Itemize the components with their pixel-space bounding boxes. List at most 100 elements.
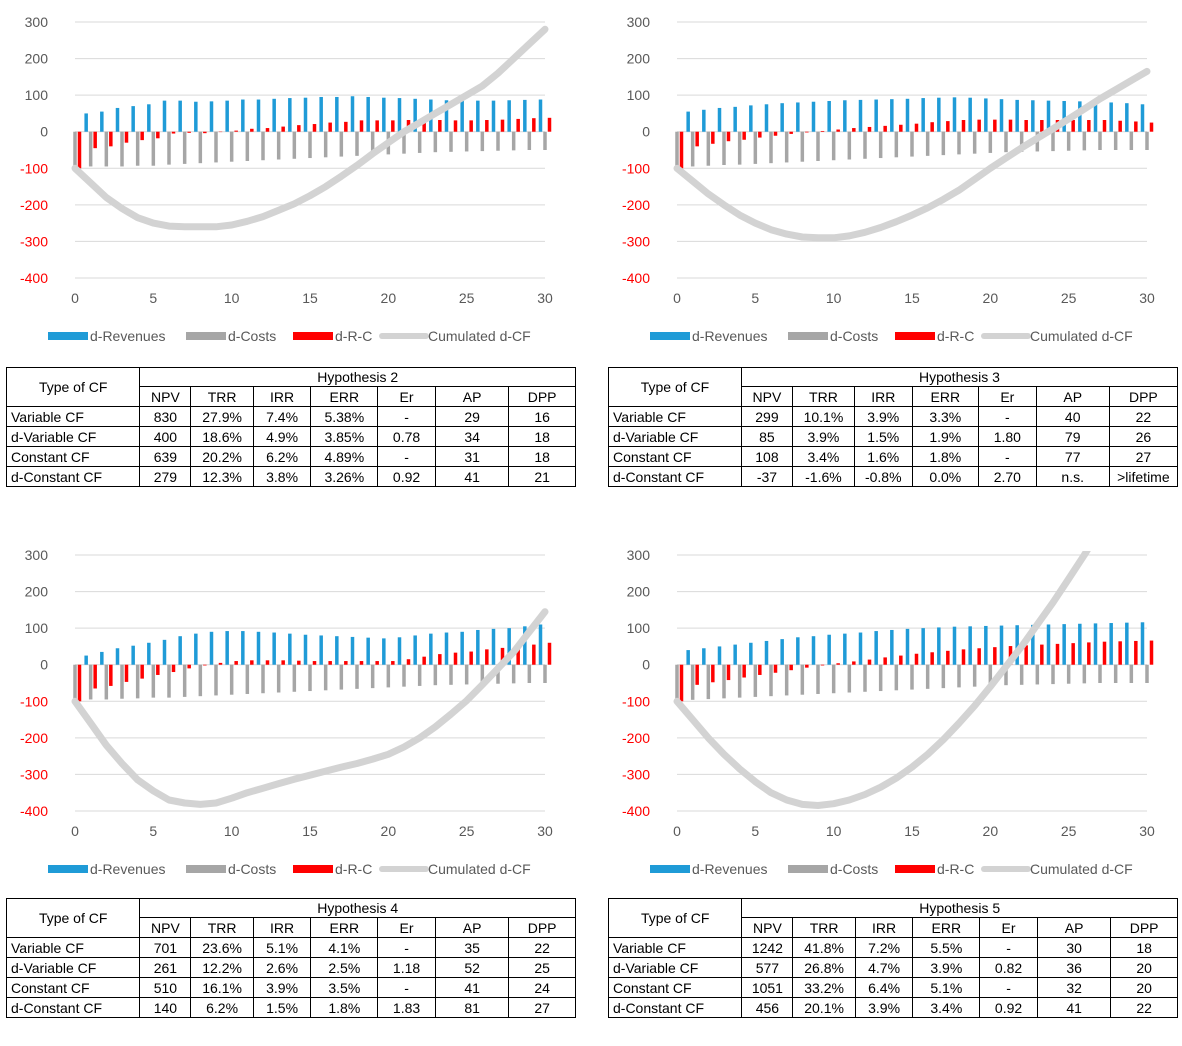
cost-bar (229, 664, 234, 695)
cost-bar (1019, 131, 1024, 152)
cost-bar (878, 131, 883, 159)
table-cell: 2.6% (252, 957, 312, 978)
cost-bar (1129, 131, 1134, 150)
column-header: IRR (854, 917, 914, 938)
legend-label: d-Costs (830, 861, 878, 877)
cost-bar (417, 131, 422, 153)
cost-bar (1113, 131, 1118, 150)
table-cell: 81 (434, 997, 510, 1018)
y-tick-label: -400 (622, 803, 650, 819)
rc-bar (836, 129, 840, 132)
rc-bar (156, 664, 160, 675)
table-cell: -1.6% (791, 466, 855, 487)
revenue-bar (1140, 622, 1145, 665)
table-cell: 0.82 (979, 957, 1038, 978)
table-row: d-Constant CF 140 6.2% 1.5% 1.8% 1.83 81 27 (5, 997, 576, 1018)
table-cell: 12.3% (190, 466, 254, 487)
revenue-bar (303, 97, 308, 132)
table-cell: - (377, 446, 436, 467)
rc-bar (422, 656, 426, 665)
rc-bar (469, 120, 473, 132)
rc-bar (1055, 643, 1060, 665)
y-tick-label: -300 (622, 233, 650, 249)
table-cell: 7.2% (854, 937, 914, 958)
cost-bar (1035, 664, 1040, 685)
table-cell: 1.9% (911, 426, 980, 447)
cost-bar (120, 131, 124, 167)
table-cell: 20.2% (190, 446, 254, 467)
table-cell: 34 (434, 426, 510, 447)
rc-bar (187, 131, 191, 133)
legend: d-Revenues d-Costs d-R-C Cumulated d-CF (650, 328, 1133, 344)
table-cell: - (978, 446, 1037, 467)
y-tick-label: 100 (627, 87, 651, 103)
revenue-bar (1031, 624, 1035, 665)
rc-bar (109, 664, 113, 686)
row-label: Constant CF (5, 977, 141, 998)
column-header: AP (434, 917, 510, 938)
cost-bar (261, 131, 265, 161)
table-cell: 1.8% (911, 446, 980, 467)
rc-bar (1040, 644, 1044, 665)
table-cell: 85 (740, 426, 793, 447)
revenue-bar (178, 100, 182, 132)
rc-bar (250, 128, 254, 132)
rc-bar (281, 126, 285, 132)
revenue-bar (749, 642, 753, 665)
column-header: ERR (310, 917, 379, 938)
cost-bar (417, 664, 422, 686)
cost-bar (847, 131, 852, 160)
rc-bar (485, 649, 489, 665)
rc-bar (883, 125, 887, 132)
revenue-bar (1062, 100, 1066, 132)
column-header: AP (1035, 386, 1110, 407)
x-tick-label: 0 (673, 290, 681, 306)
column-header: NPV (139, 386, 192, 407)
rc-bar (516, 646, 520, 665)
rc-bar (453, 652, 458, 665)
revenue-bar (523, 626, 527, 665)
table-cell: 27 (1108, 446, 1179, 467)
table-cell: - (377, 406, 436, 427)
table-cell: 22 (1108, 406, 1179, 427)
rc-bar (171, 131, 176, 134)
revenue-bar (858, 99, 863, 132)
y-tick-label: 100 (627, 620, 651, 636)
y-tick-label: 200 (25, 584, 49, 600)
y-tick-label: 0 (40, 657, 48, 673)
revenue-bar (843, 100, 847, 132)
table-cell: 16.1% (190, 977, 254, 998)
rc-bar (1071, 643, 1075, 665)
table-cell: 41 (434, 466, 510, 487)
row-label: Constant CF (607, 977, 743, 998)
column-header: ERR (310, 386, 379, 407)
rc-bar (852, 128, 856, 132)
table-cell: - (978, 406, 1037, 427)
rc-bar (422, 120, 426, 132)
cost-bar (543, 131, 547, 150)
revenue-bar (1046, 624, 1051, 665)
rc-bar (297, 125, 301, 132)
cumulated-line (71, 25, 549, 231)
column-header: DPP (1110, 917, 1178, 938)
rc-bar (1102, 641, 1107, 665)
legend-label: d-Costs (830, 328, 878, 344)
revenue-bar (538, 624, 543, 665)
x-tick-label: 20 (983, 290, 999, 306)
hypothesis-header: Hypothesis 4 (139, 898, 576, 918)
revenue-bar (717, 646, 722, 665)
legend-revenues: d-Revenues (650, 328, 768, 344)
table-cell: 3.85% (310, 426, 379, 447)
y-tick-label: 200 (627, 51, 651, 67)
revenue-bar (162, 639, 167, 665)
legend-cumulated: Cumulated d-CF (981, 328, 1133, 344)
x-tick-label: 15 (904, 823, 920, 839)
rc-bar (359, 120, 364, 132)
revenue-bar (147, 104, 151, 132)
table-row: Constant CF 108 3.4% 1.6% 1.8% -77 27 (608, 446, 1179, 467)
y-tick-label: 0 (642, 124, 650, 140)
legend-rc: d-R-C (293, 328, 372, 344)
x-tick-label: 25 (1061, 290, 1077, 306)
x-tick-label: 5 (751, 823, 759, 839)
table-cell: 29 (434, 406, 510, 427)
